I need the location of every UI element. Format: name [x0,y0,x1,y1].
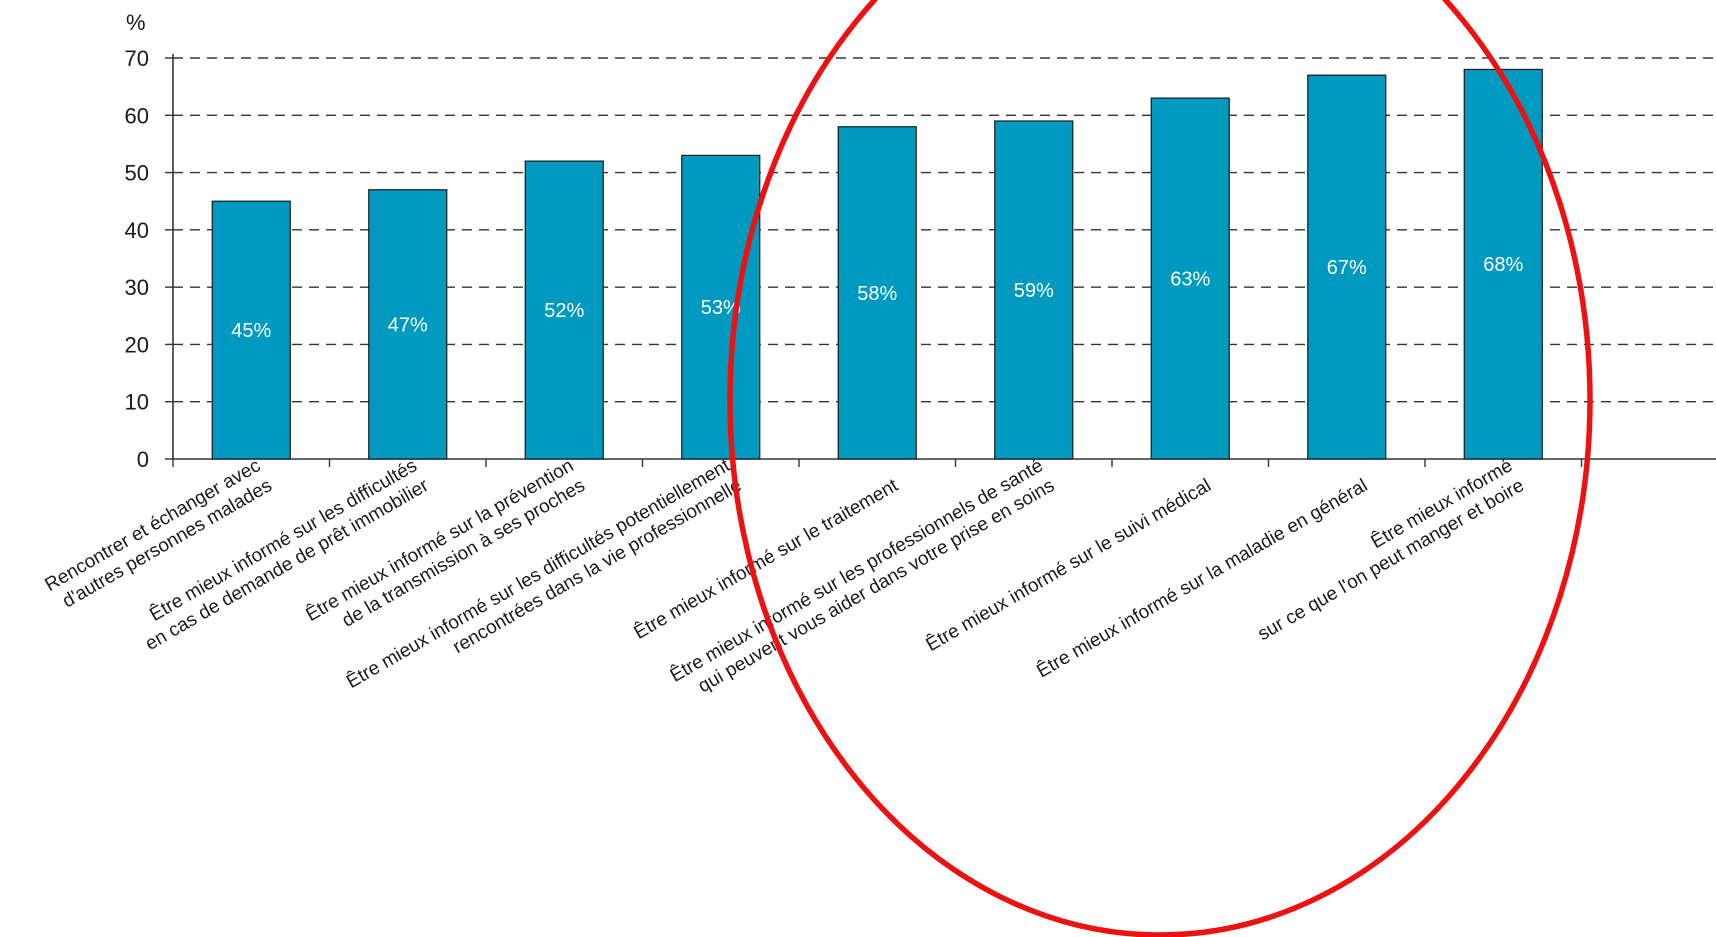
bar [1463,68,1543,460]
bar [837,126,917,460]
bar [211,200,291,460]
category-label-line: sur ce que l'on peut manger et boire [1254,475,1527,645]
bar-value-label: 67% [1327,257,1367,279]
bar-value-label: 59% [1014,280,1054,302]
bar-value-label: 68% [1483,254,1523,276]
y-tick-label: 20 [125,332,149,357]
bar-value-label: 45% [231,320,271,342]
bar-value-label: 52% [544,300,584,322]
bar [994,120,1074,460]
bar-value-label: 47% [388,314,428,336]
bar-value-label: 63% [1170,269,1210,291]
bar [681,154,761,460]
bar-value-label: 58% [857,283,897,305]
category-label-line: qui peuvent vous aider dans votre prise … [695,475,1059,697]
bars [211,68,1543,460]
category-label: Être mieux informé sur la maladie en gén… [1033,474,1371,682]
y-tick-label: 50 [125,161,149,186]
bar-value-label: 53% [701,297,741,319]
y-tick-label: 10 [125,390,149,415]
y-tick-label: 30 [125,275,149,300]
y-axis-unit: % [126,10,146,35]
bar [524,160,604,460]
category-label-line: Être mieux informé sur la maladie en gén… [1033,474,1371,682]
annotations [727,0,1593,937]
highlight-ellipse [727,0,1593,937]
category-label: Être mieux informé sur les difficultésen… [142,454,433,655]
y-tick-label: 40 [125,218,149,243]
y-tick-label: 70 [125,46,149,71]
data-labels: 45% 47% 52% 53% 58% 59% 63% 67% 68% [231,254,1523,342]
bar [1150,97,1230,460]
bar [1307,74,1387,460]
bar [368,189,448,460]
y-tick-label: 0 [137,447,149,472]
y-tick-label: 60 [125,103,149,128]
